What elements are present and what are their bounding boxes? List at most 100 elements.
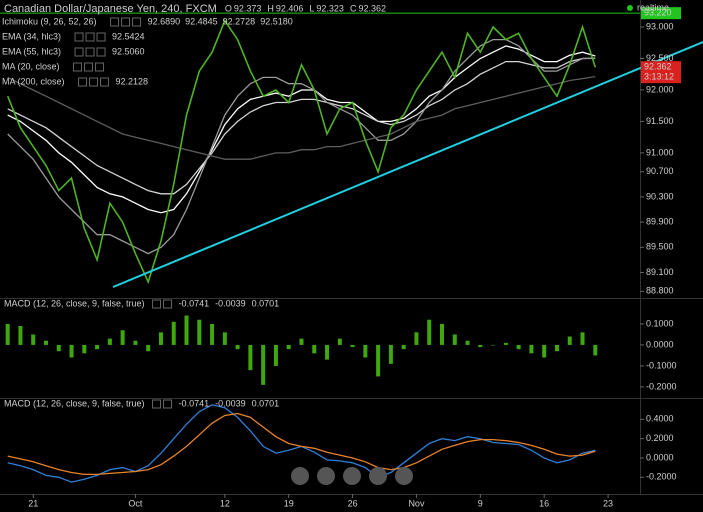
legend-icon[interactable] xyxy=(96,32,106,42)
histogram-bar xyxy=(478,344,483,348)
nav-button[interactable] xyxy=(291,467,309,485)
readout: -0.0039 xyxy=(215,298,246,308)
settings-icon[interactable] xyxy=(152,299,162,309)
histogram-bar xyxy=(580,332,585,345)
y-tick-label: 89.500 xyxy=(646,242,674,252)
histogram-bar xyxy=(542,344,547,358)
readout: -0.0039 xyxy=(215,398,246,408)
panel-title: Canadian Dollar/Japanese Yen, 240, FXCM xyxy=(4,3,217,15)
status-label: realtime xyxy=(637,2,669,12)
histogram-bar xyxy=(286,344,291,350)
legend-icon[interactable] xyxy=(85,32,95,42)
legend-icon[interactable] xyxy=(96,47,106,57)
ohlc-label: L xyxy=(309,3,314,13)
histogram-bar xyxy=(273,344,278,366)
y-tick-label: -0.1000 xyxy=(646,360,677,370)
histogram-bar xyxy=(235,344,240,350)
histogram-bar xyxy=(120,330,125,345)
x-tick-label: 26 xyxy=(348,498,358,508)
panel-title: MACD (12, 26, close, 9, false, true) xyxy=(4,298,145,308)
histogram-bar xyxy=(197,319,202,345)
histogram-bar xyxy=(171,321,176,345)
legend-icon[interactable] xyxy=(95,62,105,72)
readout: 0.0701 xyxy=(252,298,280,308)
readout: 0.0701 xyxy=(252,398,280,408)
y-tick-label: 0.0000 xyxy=(646,339,674,349)
legend-icon[interactable] xyxy=(73,62,83,72)
legend-entry: EMA (55, hlc3) xyxy=(2,46,61,56)
x-tick-label: Oct xyxy=(128,498,143,508)
legend-icon[interactable] xyxy=(121,17,131,27)
legend-icon[interactable] xyxy=(85,47,95,57)
legend-icon[interactable] xyxy=(74,47,84,57)
series-line xyxy=(7,45,596,214)
readout: -0.0741 xyxy=(179,398,210,408)
nav-button[interactable] xyxy=(317,467,335,485)
histogram-bar xyxy=(427,319,432,345)
legend-icon[interactable] xyxy=(100,77,110,87)
legend-icon[interactable] xyxy=(132,17,142,27)
histogram-bar xyxy=(452,334,457,345)
x-tick-label: 19 xyxy=(284,498,294,508)
histogram-bar xyxy=(491,344,496,346)
ohlc-label: O xyxy=(225,3,232,13)
series-line xyxy=(7,412,596,476)
settings-icon[interactable] xyxy=(152,399,162,409)
histogram-bar xyxy=(95,344,100,350)
histogram-bar xyxy=(184,315,189,345)
settings-icon[interactable] xyxy=(163,299,173,309)
y-tick-label: 89.900 xyxy=(646,216,674,226)
level-label: 93.220 xyxy=(644,8,672,18)
y-tick-label: -0.2000 xyxy=(646,472,677,482)
legend-icon[interactable] xyxy=(89,77,99,87)
y-tick-label: 91.500 xyxy=(646,116,674,126)
histogram-bar xyxy=(210,323,215,345)
histogram-bar xyxy=(222,332,227,345)
ohlc-label: H xyxy=(267,3,274,13)
trend-line[interactable] xyxy=(112,41,703,288)
y-tick-label: 89.100 xyxy=(646,267,674,277)
x-tick-label: 23 xyxy=(603,498,613,508)
y-tick-label: 0.0000 xyxy=(646,452,674,462)
nav-button[interactable] xyxy=(395,467,413,485)
text-layer: 93.000 92.500 92.000 91.500 91.000 90.700 90.3… xyxy=(2,2,681,508)
legend-icon[interactable] xyxy=(74,32,84,42)
legend-icon[interactable] xyxy=(78,77,88,87)
histogram-bar xyxy=(529,344,534,354)
ohlc-value: 92.362 xyxy=(358,3,386,13)
histogram-bar xyxy=(325,344,330,360)
nav-button[interactable] xyxy=(343,467,361,485)
y-tick-label: 0.2000 xyxy=(646,433,674,443)
histogram-bar xyxy=(439,323,444,345)
histogram-bar xyxy=(516,344,521,350)
legend-icon[interactable] xyxy=(84,62,94,72)
histogram-bar xyxy=(593,344,598,356)
histogram-bar xyxy=(414,332,419,345)
histogram-bar xyxy=(158,332,163,345)
histogram-bar xyxy=(43,340,48,345)
legend-readout: 92.5180 xyxy=(260,16,293,26)
settings-icon[interactable] xyxy=(163,399,173,409)
level-tag xyxy=(641,7,681,20)
series-line xyxy=(7,57,596,195)
nav-button[interactable] xyxy=(369,467,387,485)
y-tick-label: 93.000 xyxy=(646,21,674,31)
histogram-bar xyxy=(299,338,304,345)
panel-title: MACD (12, 26, close, 9, false, true) xyxy=(4,398,145,408)
histogram-bar xyxy=(5,323,10,345)
histogram-bar xyxy=(465,340,470,345)
y-tick-label: 92.000 xyxy=(646,84,674,94)
legend-icon[interactable] xyxy=(110,17,120,27)
x-tick-label: Nov xyxy=(408,498,425,508)
histogram-bar xyxy=(107,338,112,345)
histogram-bar xyxy=(31,334,36,345)
countdown-label: 3:13:12 xyxy=(644,72,674,82)
histogram-bar xyxy=(312,344,317,354)
histogram-bar xyxy=(337,338,342,345)
histogram-bar xyxy=(376,344,381,377)
y-tick-label: 92.500 xyxy=(646,53,674,63)
legend-entry: MA (20, close) xyxy=(2,61,60,71)
y-tick-label: 90.700 xyxy=(646,166,674,176)
legend-readout: 92.6890 xyxy=(148,16,181,26)
